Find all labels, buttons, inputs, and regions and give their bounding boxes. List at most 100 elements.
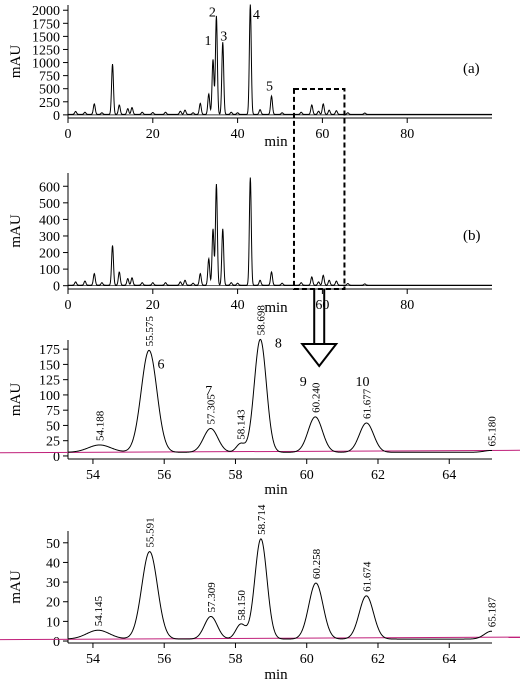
retention-time-label: 65.187 — [487, 596, 499, 627]
y-tick-label: 1500 — [32, 30, 60, 45]
retention-time-label: 57.305 — [206, 394, 218, 425]
x-tick-label: 64 — [442, 468, 456, 483]
y-tick-label: 1000 — [32, 57, 60, 72]
integration-baseline — [0, 449, 520, 454]
peak-number-4: 4 — [253, 8, 260, 23]
x-axis-label: min — [264, 300, 288, 316]
peak-number-5: 5 — [266, 80, 273, 95]
x-tick-label: 56 — [157, 468, 171, 483]
y-tick-label: 100 — [39, 389, 60, 404]
y-tick-label: 0 — [53, 450, 60, 465]
x-tick-label: 54 — [86, 652, 100, 667]
retention-time-label: 55.591 — [145, 517, 157, 547]
peak-number-6: 6 — [158, 357, 165, 372]
y-tick-label: 30 — [46, 576, 60, 591]
x-tick-label: 54 — [86, 468, 100, 483]
panel-label: (a) — [463, 61, 480, 77]
retention-time-label: 54.188 — [95, 410, 107, 441]
x-axis-label: min — [264, 482, 288, 498]
chromatogram-trace — [67, 338, 493, 453]
x-tick-label: 20 — [146, 127, 160, 142]
retention-time-label: 58.714 — [256, 504, 268, 535]
chromatogram-trace — [68, 177, 492, 286]
x-tick-label: 62 — [371, 652, 385, 667]
y-tick-label: 2000 — [32, 4, 60, 19]
y-tick-label: 300 — [39, 230, 60, 245]
y-tick-label: 400 — [39, 213, 60, 228]
retention-time-label: 58.150 — [236, 590, 248, 621]
y-tick-label: 125 — [39, 374, 60, 389]
x-tick-label: 80 — [400, 127, 414, 142]
y-axis-label: mAU — [8, 570, 24, 604]
y-tick-label: 500 — [39, 197, 60, 212]
y-tick-label: 100 — [39, 263, 60, 278]
x-tick-label: 60 — [315, 127, 329, 142]
zoom-overlay — [292, 88, 346, 368]
x-tick-label: 56 — [157, 652, 171, 667]
retention-time-label: 54.145 — [93, 595, 105, 626]
x-tick-label: 40 — [231, 298, 245, 313]
y-tick-label: 250 — [39, 96, 60, 111]
y-tick-label: 1250 — [32, 43, 60, 58]
x-tick-label: 64 — [442, 652, 456, 667]
panel-zoom-lower: 0 10 20 30 40 50 54 56 58 60 62 64 mAU min 54.145 55.59… — [0, 504, 520, 683]
y-tick-label: 0 — [53, 280, 60, 295]
y-axis-label: mAU — [8, 45, 24, 79]
y-tick-label: 750 — [39, 70, 60, 85]
y-tick-label: 40 — [46, 556, 60, 571]
x-tick-label: 62 — [371, 468, 385, 483]
x-tick-label: 20 — [146, 298, 160, 313]
x-tick-label: 60 — [300, 468, 314, 483]
y-tick-label: 175 — [39, 343, 60, 358]
y-tick-label: 150 — [39, 358, 60, 373]
y-tick-label: 75 — [46, 404, 60, 419]
y-tick-label: 600 — [39, 180, 60, 195]
retention-time-label: 60.240 — [310, 382, 322, 413]
y-tick-label: 500 — [39, 83, 60, 98]
y-tick-label: 200 — [39, 247, 60, 262]
y-tick-label: 10 — [46, 615, 60, 630]
x-tick-label: 0 — [65, 298, 72, 313]
x-tick-label: 58 — [228, 652, 242, 667]
x-tick-label: 60 — [300, 652, 314, 667]
retention-time-label: 61.677 — [361, 388, 373, 419]
x-tick-label: 58 — [228, 468, 242, 483]
x-tick-label: 80 — [400, 298, 414, 313]
retention-time-label: 58.698 — [255, 305, 267, 336]
peak-number-7: 7 — [205, 384, 212, 399]
x-axis-label: min — [264, 134, 288, 150]
x-tick-label: 0 — [65, 127, 72, 142]
peak-number-2: 2 — [209, 6, 216, 21]
y-tick-label: 0 — [53, 635, 60, 650]
y-axis-label: mAU — [8, 214, 24, 248]
retention-time-label: 55.575 — [144, 316, 156, 347]
y-tick-label: 25 — [46, 435, 60, 450]
chromatogram-trace — [67, 538, 493, 640]
y-tick-label: 0 — [53, 109, 60, 124]
y-tick-label: 50 — [46, 537, 60, 552]
y-axis-label: mAU — [8, 383, 24, 417]
x-tick-label: 60 — [315, 298, 329, 313]
x-tick-label: 40 — [231, 127, 245, 142]
y-tick-label: 20 — [46, 596, 60, 611]
peak-number-9: 9 — [300, 375, 307, 390]
peak-number-1: 1 — [205, 34, 212, 49]
integration-baseline — [0, 636, 520, 641]
retention-time-label: 58.143 — [236, 409, 248, 440]
zoom-region-box — [292, 88, 346, 290]
retention-time-label: 57.309 — [206, 582, 218, 613]
peak-number-8: 8 — [275, 336, 282, 351]
peak-number-10: 10 — [355, 375, 369, 390]
y-tick-label: 50 — [46, 419, 60, 434]
x-axis-label: min — [264, 667, 288, 683]
panel-label: (b) — [463, 228, 481, 244]
retention-time-label: 61.674 — [361, 561, 373, 592]
peak-number-3: 3 — [220, 30, 227, 45]
y-tick-label: 1750 — [32, 17, 60, 32]
chromatogram-trace — [68, 4, 492, 115]
down-arrow-icon — [300, 343, 339, 368]
